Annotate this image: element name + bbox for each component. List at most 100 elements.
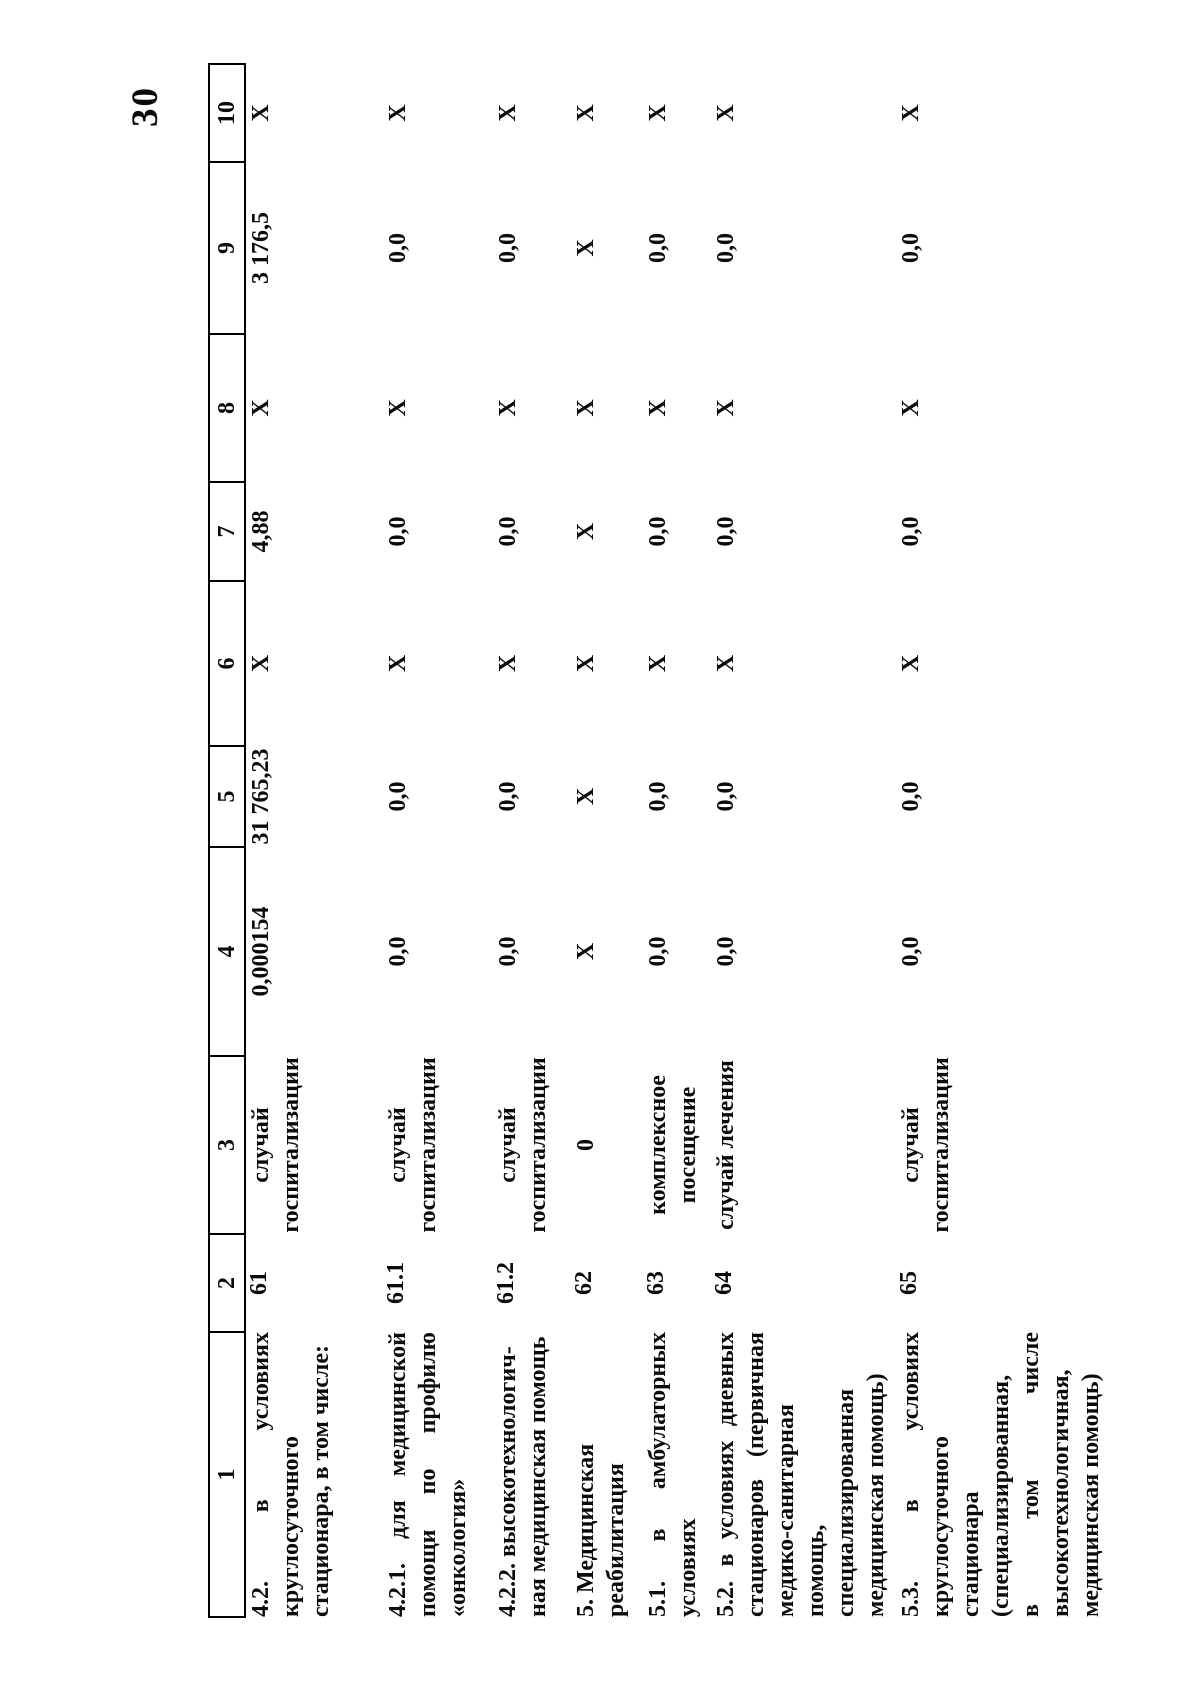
row-number-cell: 62	[571, 1271, 597, 1295]
service-name-line: стационаров (первичная	[743, 1332, 769, 1617]
column-header-2: 2	[209, 1234, 245, 1332]
service-name-line: медицинская помощь)	[863, 1373, 889, 1617]
value-cell-col8: X	[495, 399, 521, 417]
service-name-line: 5.2. в условиях дневных	[713, 1332, 739, 1617]
value-cell-col8: X	[248, 399, 274, 417]
value-cell-col4: 0,0	[495, 936, 521, 967]
service-name-line: 4.2. в условиях	[248, 1332, 274, 1617]
value-cell-col10: X	[898, 104, 924, 122]
value-cell-col5: 0,0	[385, 781, 411, 812]
value-cell-col9: 0,0	[495, 233, 521, 263]
service-name-line: 4.2.2. высокотехнологич-	[495, 1346, 521, 1617]
value-cell-col9: X	[573, 239, 599, 257]
value-cell-col9: 3 176,5	[248, 212, 274, 284]
service-name-line: 4.2.1. для медицинской	[385, 1332, 411, 1617]
value-cell-col8: X	[573, 399, 599, 417]
service-name-line: помощи по профилю	[415, 1332, 441, 1617]
service-name-line: помощь,	[803, 1524, 829, 1617]
service-name-line: стационара	[958, 1491, 984, 1617]
unit-line: посещение	[675, 1086, 701, 1204]
column-header-9: 9	[209, 162, 245, 334]
service-name-cell: 5.2. в условиях дневных стационаров (перв…	[711, 1332, 896, 1617]
value-cell-col7: 0,0	[645, 516, 671, 547]
unit-cell: комплексное посещение	[643, 1056, 711, 1234]
service-name-line: реабилитация	[603, 1463, 629, 1617]
value-cell-col4: 0,0	[713, 936, 739, 967]
service-name-cell: 5. Медицинская реабилитация	[571, 1332, 643, 1617]
value-cell-col8: X	[898, 399, 924, 417]
value-cell-col10: X	[645, 104, 671, 122]
value-cell-col7: X	[573, 522, 599, 541]
service-name-line: круглосуточного	[928, 1436, 954, 1617]
unit-line: госпитализации	[525, 1057, 551, 1233]
service-name-line: медико-санитарная	[773, 1404, 799, 1617]
row-number-cell: 61	[246, 1271, 272, 1295]
column-header-4: 4	[209, 847, 245, 1056]
value-cell-col6: X	[385, 654, 411, 673]
value-cell-col9: 0,0	[645, 233, 671, 263]
value-cell-col9: 0,0	[385, 233, 411, 263]
value-cell-col4: 0,000154	[248, 906, 274, 997]
column-header-3: 3	[209, 1056, 245, 1234]
value-cell-col8: X	[385, 399, 411, 417]
value-cell-col5: 0,0	[898, 781, 924, 812]
value-cell-col10: X	[385, 104, 411, 122]
value-cell-col9: 0,0	[713, 233, 739, 263]
column-header-6: 6	[209, 581, 245, 746]
column-header-10: 10	[209, 64, 245, 162]
service-name-cell: 5.3. в условиях круглосуточного стационара…	[896, 1332, 1136, 1617]
unit-line: 0	[573, 1139, 599, 1151]
table-row: 5.2. в условиях дневных стационаров (перв…	[711, 64, 896, 1617]
unit-line: госпитализации	[415, 1057, 441, 1233]
value-cell-col6: X	[898, 654, 924, 673]
service-name-line: специализированная	[833, 1388, 859, 1617]
unit-line: случай	[248, 1107, 274, 1183]
service-name-line: в том числе	[1018, 1332, 1044, 1617]
unit-cell: 0	[571, 1056, 643, 1234]
unit-line: случай	[898, 1107, 924, 1183]
service-name-line: «онкология»	[445, 1478, 471, 1617]
value-cell-col10: X	[248, 104, 274, 122]
value-cell-col4: 0,0	[898, 936, 924, 967]
table-row: 4.2.2. высокотехнологич-ная медицинская …	[493, 64, 571, 1617]
tariff-table: 1 2 3 4 5 6 7 8 9 10 4.2. в условиях круглосуточно…	[208, 63, 1136, 1618]
service-name-line: 5.1. в амбулаторных	[645, 1332, 671, 1617]
service-name-line: 5.3. в условиях	[898, 1332, 924, 1617]
row-number-cell: 61.1	[383, 1262, 409, 1304]
service-name-line: ная медицинская помощь	[525, 1336, 551, 1617]
service-name-line: условиях	[675, 1518, 701, 1617]
value-cell-col5: 0,0	[495, 781, 521, 812]
service-name-cell: 4.2. в условиях круглосуточного стационара…	[245, 1332, 383, 1617]
value-cell-col10: X	[573, 104, 599, 122]
value-cell-col4: 0,0	[385, 936, 411, 967]
unit-cell: случай госпитализации	[896, 1056, 1136, 1234]
value-cell-col6: X	[645, 654, 671, 673]
table-row: 5. Медицинская реабилитация 62 0 X X X X X X X	[571, 64, 643, 1617]
service-name-line: (специализированная,	[988, 1374, 1014, 1617]
value-cell-col7: 0,0	[495, 516, 521, 547]
value-cell-col7: 0,0	[898, 516, 924, 547]
service-name-cell: 4.2.1. для медицинской помощи по профилю «…	[383, 1332, 493, 1617]
value-cell-col6: X	[495, 654, 521, 673]
column-header-5: 5	[209, 746, 245, 847]
value-cell-col7: 4,88	[248, 510, 274, 553]
value-cell-col6: X	[713, 654, 739, 673]
unit-line: госпитализации	[278, 1057, 304, 1233]
service-name-cell: 4.2.2. высокотехнологич-ная медицинская …	[493, 1332, 571, 1617]
value-cell-col5: 0,0	[645, 781, 671, 812]
unit-line: случай	[385, 1107, 411, 1183]
unit-cell: случай госпитализации	[383, 1056, 493, 1234]
unit-cell: случай лечения	[711, 1056, 896, 1234]
page-number: 30	[125, 86, 166, 127]
row-number-cell: 63	[643, 1271, 669, 1295]
service-name-line: круглосуточного	[278, 1436, 304, 1617]
table-row: 4.2.1. для медицинской помощи по профилю «…	[383, 64, 493, 1617]
row-number-cell: 64	[711, 1271, 737, 1295]
unit-cell: случай госпитализации	[245, 1056, 383, 1234]
service-name-line: медицинская помощь)	[1078, 1373, 1104, 1617]
service-name-line: стационара, в том числе:	[308, 1344, 334, 1617]
value-cell-col7: 0,0	[385, 516, 411, 547]
column-header-1: 1	[209, 1332, 245, 1617]
column-header-7: 7	[209, 482, 245, 581]
